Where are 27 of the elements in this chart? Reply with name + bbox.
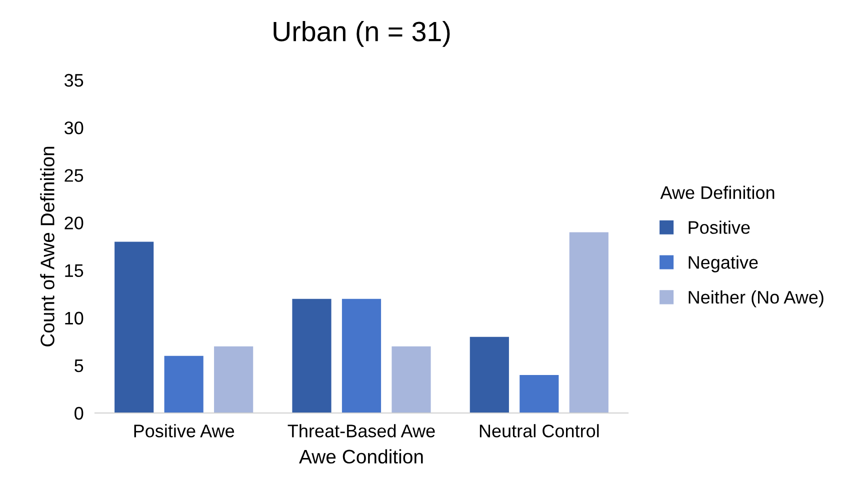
y-tick-label: 0 — [74, 406, 84, 420]
bar — [569, 232, 608, 413]
bar — [520, 374, 559, 413]
y-tick-label: 30 — [64, 122, 84, 134]
bar — [214, 346, 254, 413]
bar — [114, 242, 154, 413]
y-tick-label: 35 — [64, 74, 84, 87]
legend-title: Awe Definition — [660, 186, 774, 200]
legend-label: Negative — [688, 256, 758, 272]
y-tick-label: 15 — [65, 264, 84, 278]
bar — [392, 346, 431, 413]
legend-label: Positive — [688, 220, 750, 234]
chart-title: Urban (n = 31) — [274, 20, 450, 47]
bar — [470, 336, 509, 413]
x-tick-label: Positive Awe — [134, 424, 234, 438]
x-axis-title: Awe Condition — [299, 449, 423, 464]
bar — [342, 298, 382, 413]
y-tick-label: 25 — [64, 169, 84, 182]
x-tick-label: Neutral Control — [480, 424, 599, 438]
legend-label: Neither (No Awe) — [688, 290, 824, 308]
x-tick-label: Threat-Based Awe — [288, 424, 435, 438]
y-tick-label: 10 — [65, 312, 84, 325]
bar — [292, 298, 332, 413]
y-axis-title: Count of Awe Definition — [40, 146, 54, 346]
y-tick-label: 5 — [74, 360, 84, 372]
y-tick-label: 20 — [64, 216, 84, 230]
bar — [164, 356, 204, 413]
